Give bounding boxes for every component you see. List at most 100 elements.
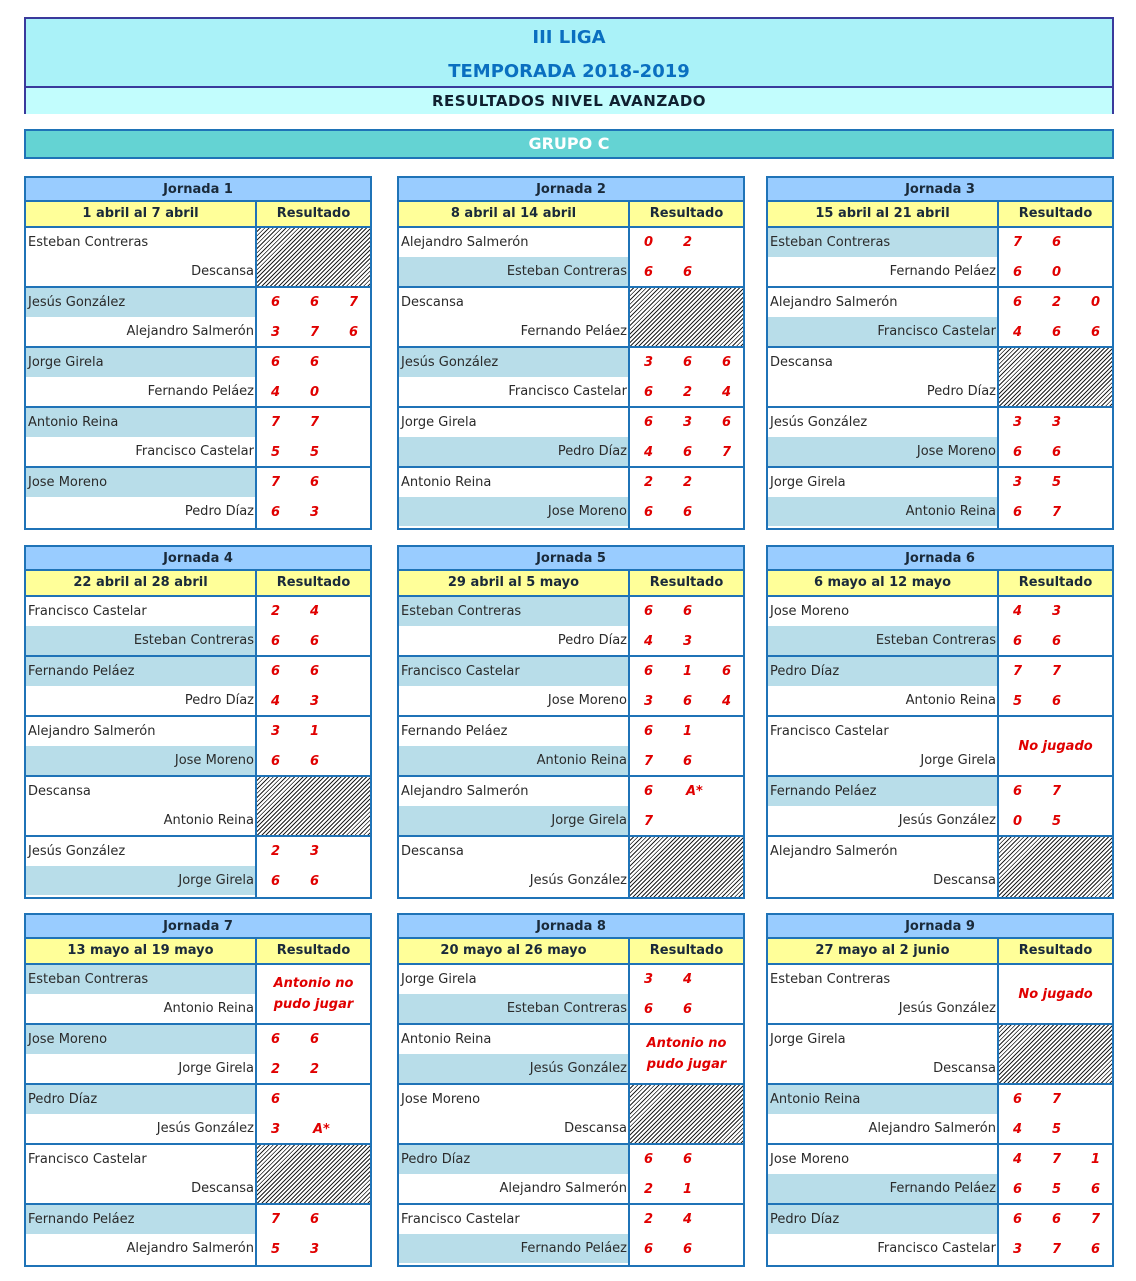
home-player: Pedro Díaz — [768, 1205, 997, 1234]
set-score: 2 — [1052, 295, 1062, 310]
match-players: Descansa Fernando Peláez — [399, 288, 630, 346]
set-score: 0 — [310, 385, 320, 400]
match-players: Esteban Contreras Antonio Reina — [26, 965, 257, 1023]
set-score: 3 — [1052, 604, 1062, 619]
away-player: Pedro Díaz — [926, 384, 996, 399]
match-players: Descansa Pedro Díaz — [768, 348, 999, 406]
result-cell: 7 6 6 0 — [999, 228, 1112, 286]
home-player: Esteban Contreras — [399, 597, 628, 626]
home-player: Jesús González — [26, 288, 255, 317]
date-range: 29 abril al 5 mayo — [399, 571, 630, 595]
jornada-title: Jornada 6 — [768, 547, 1112, 571]
set-score: 3 — [310, 694, 320, 709]
date-row: 8 abril al 14 abril Resultado — [399, 202, 743, 228]
away-player: Pedro Díaz — [184, 504, 254, 519]
result-note: Antonio no pudo jugar — [646, 1036, 727, 1072]
set-score: 4 — [1013, 1122, 1023, 1137]
match-players: Pedro Díaz Jesús González — [26, 1085, 257, 1143]
home-player: Jose Moreno — [770, 604, 850, 619]
jornada-table: Jornada 9 27 mayo al 2 junio Resultado Este… — [766, 913, 1114, 1267]
match-row: Fernando Peláez Pedro Díaz 6 6 4 3 — [26, 657, 370, 717]
set-score: 6 — [644, 415, 654, 430]
set-score: 6 — [644, 664, 654, 679]
result-cell: 2 4 6 6 — [630, 1205, 743, 1265]
away-player: Jesús González — [156, 1121, 254, 1136]
set-score: 6 — [1013, 265, 1023, 280]
set-score: A* — [313, 1122, 330, 1137]
home-player: Jose Moreno — [401, 1092, 481, 1107]
set-score: 5 — [1052, 1182, 1062, 1197]
league-title: III LIGA — [532, 27, 606, 48]
set-score: 2 — [644, 475, 654, 490]
date-row: 1 abril al 7 abril Resultado — [26, 202, 370, 228]
set-score: 7 — [1052, 664, 1062, 679]
match-players: Fernando Peláez Antonio Reina — [399, 717, 630, 775]
set-score: 3 — [1013, 475, 1023, 490]
set-score: 6 — [683, 694, 693, 709]
away-player: Jose Moreno — [768, 437, 997, 466]
league-header: III LIGA TEMPORADA 2018-2019 RESULTADOS … — [24, 17, 1114, 114]
set-score: 6 — [683, 604, 693, 619]
match-players: Jorge Girela Descansa — [768, 1025, 999, 1083]
bye-hatched-cell — [630, 1085, 743, 1143]
set-score: 2 — [683, 475, 693, 490]
set-score: 6 — [644, 385, 654, 400]
set-score: 6 — [644, 265, 654, 280]
match-row: Alejandro Salmerón Jose Moreno 3 1 6 6 — [26, 717, 370, 777]
set-score: 5 — [310, 445, 320, 460]
home-player: Fernando Peláez — [26, 657, 255, 686]
match-row: Pedro Díaz Francisco Castelar 6 6 7 3 7 6 — [768, 1205, 1112, 1265]
match-row: Esteban Contreras Fernando Peláez 7 6 6 0 — [768, 228, 1112, 288]
set-score: 3 — [1013, 415, 1023, 430]
match-row: Fernando Peláez Alejandro Salmerón 7 6 5 3 — [26, 1205, 370, 1265]
result-cell: 7 7 5 6 — [999, 657, 1112, 715]
home-player: Esteban Contreras — [768, 228, 997, 257]
set-score: 3 — [271, 724, 281, 739]
set-score: 4 — [271, 385, 281, 400]
bye-hatched-cell — [999, 1025, 1112, 1083]
jornada-title: Jornada 8 — [399, 915, 743, 939]
date-row: 27 mayo al 2 junio Resultado — [768, 939, 1112, 965]
home-player: Jose Moreno — [26, 468, 255, 497]
result-cell: 6 6 7 3 7 6 — [999, 1205, 1112, 1265]
home-player: Francisco Castelar — [401, 1212, 520, 1227]
match-players: Antonio Reina Jose Moreno — [399, 468, 630, 528]
set-score: 3 — [683, 415, 693, 430]
match-row: Jesús González Jorge Girela 2 3 6 6 — [26, 837, 370, 897]
match-players: Esteban Contreras Jesús González — [768, 965, 999, 1023]
set-score: 7 — [310, 325, 320, 340]
home-player: Fernando Peláez — [401, 724, 508, 739]
result-cell: 6 3 6 4 6 7 — [630, 408, 743, 466]
set-score: 6 — [271, 295, 281, 310]
result-header: Resultado — [649, 575, 724, 590]
result-cell: 6 7 4 5 — [999, 1085, 1112, 1143]
match-row: Esteban Contreras Antonio Reina Antonio no… — [26, 965, 370, 1025]
set-score: 4 — [1013, 325, 1023, 340]
set-score: 2 — [271, 604, 281, 619]
result-cell: Antonio no pudo jugar — [257, 965, 370, 1023]
match-row: Jesús González Francisco Castelar 3 6 6 6 2 4 — [399, 348, 743, 408]
match-row: Jesús González Alejandro Salmerón 6 6 7 3 7 6 — [26, 288, 370, 348]
result-cell: 6 7 0 5 — [999, 777, 1112, 835]
set-score: 7 — [1052, 784, 1062, 799]
match-row: Jose Moreno Fernando Peláez 4 7 1 6 5 6 — [768, 1145, 1112, 1205]
away-player: Esteban Contreras — [399, 257, 628, 286]
match-players: Jose Moreno Descansa — [399, 1085, 630, 1143]
jornada-table: Jornada 3 15 abril al 21 abril Resultado Es… — [766, 176, 1114, 530]
match-players: Jorge Girela Pedro Díaz — [399, 408, 630, 466]
set-score: 6 — [1052, 445, 1062, 460]
away-player: Jorge Girela — [399, 806, 628, 835]
set-score: 6 — [271, 874, 281, 889]
away-player: Jose Moreno — [547, 693, 627, 708]
match-row: Esteban Contreras Descansa — [26, 228, 370, 288]
home-player: Alejandro Salmerón — [28, 724, 156, 739]
home-player: Jorge Girela — [401, 972, 477, 987]
match-row: Pedro Díaz Alejandro Salmerón 6 6 2 1 — [399, 1145, 743, 1205]
match-row: Pedro Díaz Jesús González 6 3 A* — [26, 1085, 370, 1145]
away-player: Antonio Reina — [905, 693, 996, 708]
match-row: Esteban Contreras Pedro Díaz 6 6 4 3 — [399, 597, 743, 657]
match-row: Alejandro Salmerón Jorge Girela 6 A* 7 — [399, 777, 743, 837]
result-cell: 6 3 A* — [257, 1085, 370, 1143]
date-row: 15 abril al 21 abril Resultado — [768, 202, 1112, 228]
set-score: 6 — [271, 634, 281, 649]
